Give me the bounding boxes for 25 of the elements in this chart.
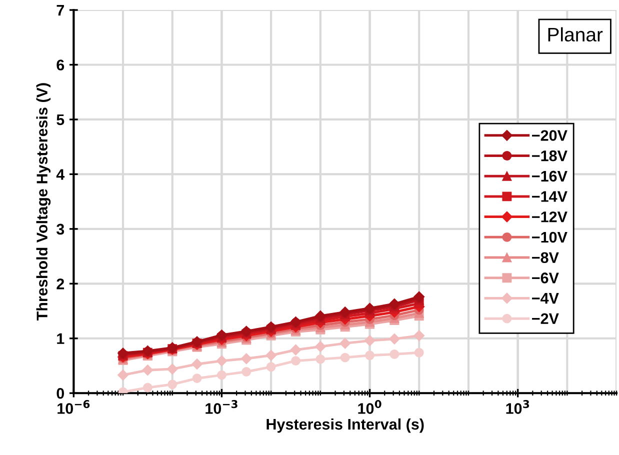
legend-label: −18V xyxy=(532,150,568,162)
legend-label: −6V xyxy=(532,272,559,284)
y-tick-label: 0 xyxy=(56,388,64,399)
y-tick-label: 4 xyxy=(56,169,65,180)
x-tick-label: 10$^{3}$ xyxy=(506,400,530,414)
y-tick-label: 1 xyxy=(57,333,64,344)
legend-label: −16V xyxy=(532,170,568,182)
legend-label: −10V xyxy=(532,232,568,243)
y-tick-label: 5 xyxy=(56,114,64,126)
y-tick-label: 3 xyxy=(56,224,64,235)
legend-label: −14V xyxy=(532,191,568,202)
x-tick-label: 10$^{−3}$ xyxy=(206,400,238,414)
y-tick-label: 2 xyxy=(56,278,64,290)
x-tick-label: 10$^{−6}$ xyxy=(58,400,90,414)
annotation: Planar xyxy=(548,27,603,42)
x-axis-title: Hysteresis Interval (s) xyxy=(266,418,424,433)
legend-label: −20V xyxy=(532,130,568,141)
y-tick-label: 7 xyxy=(56,5,64,16)
legend-label: −8V xyxy=(532,252,559,264)
y-tick-label: 6 xyxy=(56,60,64,70)
y-axis-title: Threshold Voltage Hysteresis (V) xyxy=(36,83,51,321)
x-tick-label: 10$^{0}$ xyxy=(358,400,382,414)
legend-label: −2V xyxy=(532,313,559,324)
legend-label: −4V xyxy=(532,293,559,304)
legend-label: −12V xyxy=(532,211,568,222)
